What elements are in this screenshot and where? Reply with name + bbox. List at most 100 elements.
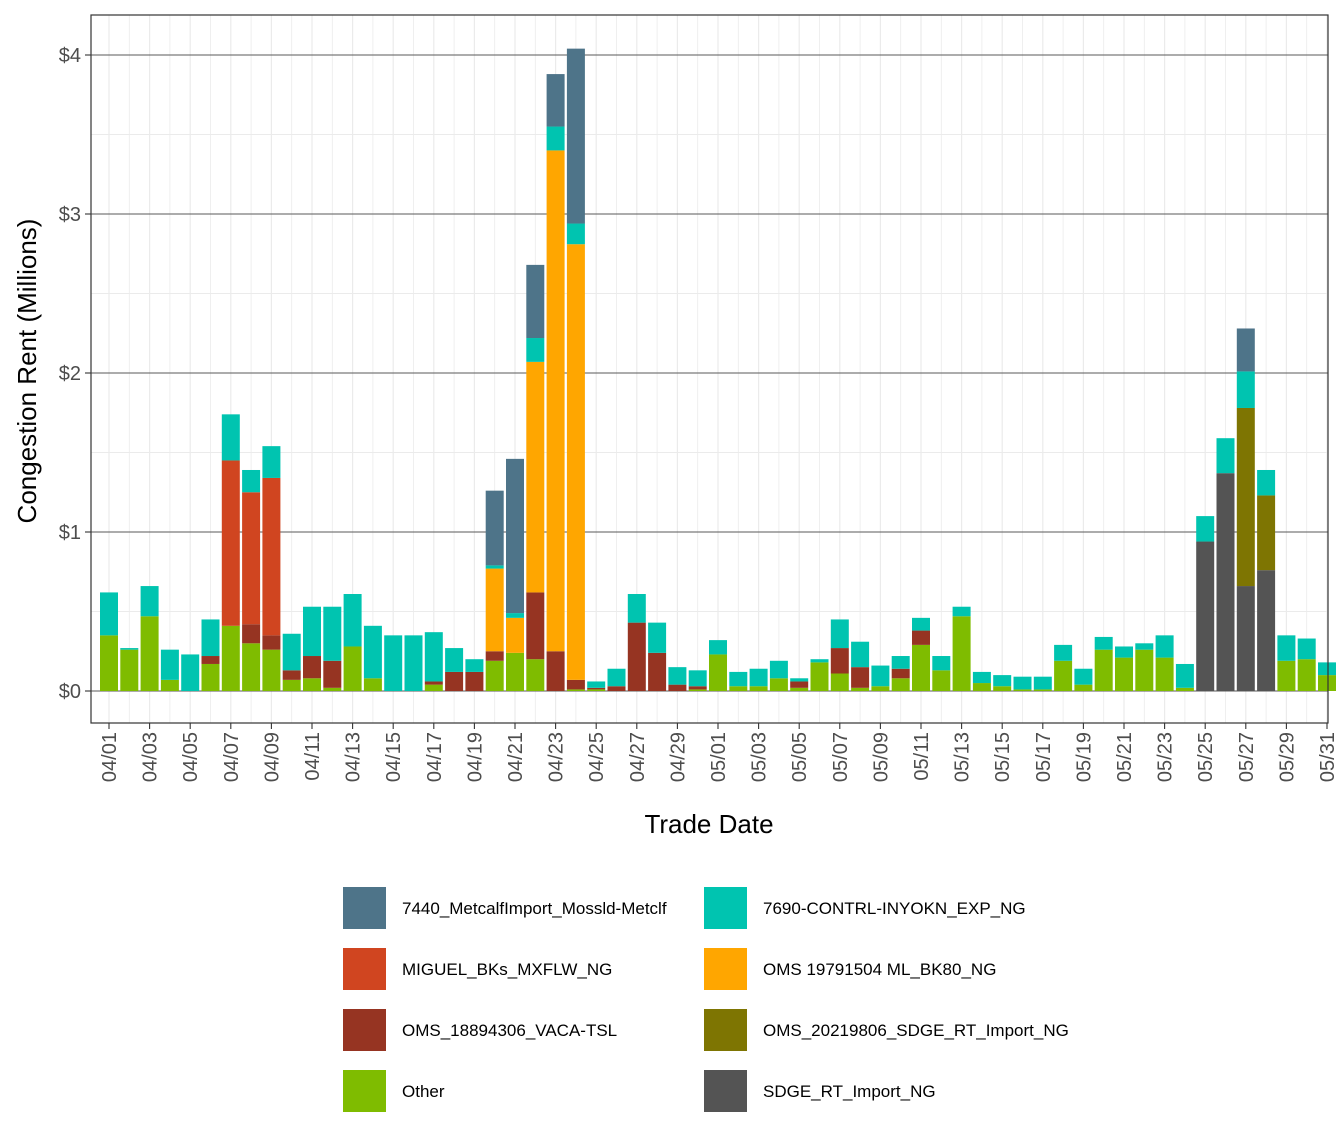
bar-segment bbox=[709, 654, 727, 691]
gridlines bbox=[91, 15, 1328, 723]
bar-segment bbox=[1318, 675, 1336, 691]
bar-segment bbox=[201, 619, 220, 657]
x-tick-label: 05/17 bbox=[1033, 732, 1055, 782]
bar-segment bbox=[790, 678, 809, 682]
bar-segment bbox=[445, 648, 464, 672]
bar-segment bbox=[1297, 659, 1316, 691]
bar-segment bbox=[566, 689, 585, 691]
bar-segment bbox=[891, 668, 910, 679]
bar-segment bbox=[100, 592, 118, 636]
bar-segment bbox=[1094, 649, 1113, 691]
bar-segment bbox=[566, 48, 585, 224]
legend-swatch bbox=[704, 1009, 747, 1051]
legend-label: MIGUEL_BKs_MXFLW_NG bbox=[402, 960, 612, 979]
legend: 7440_MetcalfImport_Mossld-Metclf 7690-CON… bbox=[343, 887, 1069, 1112]
bar-segment bbox=[566, 223, 585, 245]
bar-segment bbox=[1135, 643, 1154, 650]
bar-segment bbox=[871, 665, 890, 687]
x-tick-label: 05/27 bbox=[1236, 732, 1258, 782]
bar-segment bbox=[526, 361, 545, 593]
bar-segment bbox=[790, 681, 809, 688]
plot-panel-border bbox=[90, 14, 1329, 724]
bar-segment bbox=[526, 264, 545, 339]
bar-segment bbox=[1277, 660, 1296, 691]
bar-segment bbox=[769, 660, 788, 679]
bar-segment bbox=[932, 670, 951, 691]
bar-segment bbox=[506, 652, 524, 691]
bar-segment bbox=[526, 592, 545, 660]
bar-segment bbox=[323, 606, 342, 661]
bar-segment bbox=[1257, 570, 1276, 691]
y-axis: $0 $1 $2 $3 $4 bbox=[59, 45, 91, 703]
bar-segment bbox=[485, 660, 504, 691]
bar-segment bbox=[972, 683, 991, 691]
bar-segment bbox=[952, 616, 971, 691]
bar-segment bbox=[262, 649, 281, 691]
bar-segment bbox=[303, 656, 321, 679]
bar-segment bbox=[485, 490, 504, 566]
bar-segment bbox=[363, 678, 382, 691]
bar-segment bbox=[587, 689, 606, 691]
x-tick-label: 05/09 bbox=[870, 732, 892, 782]
bar-segment bbox=[1054, 660, 1073, 691]
bar-segment bbox=[566, 244, 585, 680]
bar-segment bbox=[607, 668, 626, 687]
bar-segment bbox=[627, 594, 646, 623]
bar-segment bbox=[140, 616, 159, 691]
bar-segment bbox=[546, 651, 565, 691]
bar-segment bbox=[1175, 663, 1194, 688]
bar-segment bbox=[972, 671, 991, 684]
bar-segment bbox=[1297, 638, 1316, 660]
bar-segment bbox=[1257, 495, 1276, 571]
legend-label: 7440_MetcalfImport_Mossld-Metclf bbox=[402, 899, 667, 918]
bar-segment bbox=[1277, 635, 1296, 661]
legend-label: SDGE_RT_Import_NG bbox=[763, 1082, 936, 1101]
bar-segment bbox=[465, 671, 484, 691]
bar-segment bbox=[221, 414, 240, 461]
legend-swatch bbox=[343, 887, 386, 929]
y-tick-label: $2 bbox=[59, 363, 81, 385]
bars bbox=[100, 48, 1336, 691]
x-tick-label: 05/11 bbox=[911, 732, 933, 781]
x-tick-label: 04/01 bbox=[99, 732, 121, 782]
x-tick-label: 05/23 bbox=[1155, 732, 1177, 782]
bar-segment bbox=[1236, 586, 1255, 691]
bar-segment bbox=[1074, 684, 1093, 691]
bar-segment bbox=[851, 641, 870, 668]
x-tick-label: 04/17 bbox=[424, 732, 446, 782]
bar-segment bbox=[810, 662, 829, 691]
bar-segment bbox=[343, 594, 362, 647]
bar-segment bbox=[506, 617, 524, 653]
bar-segment bbox=[627, 622, 646, 691]
x-tick-label: 05/21 bbox=[1114, 732, 1136, 782]
x-tick-label: 04/05 bbox=[180, 732, 202, 782]
x-tick-label: 04/27 bbox=[627, 732, 649, 782]
y-tick-label: $1 bbox=[59, 522, 81, 544]
bar-segment bbox=[891, 678, 910, 691]
bar-segment bbox=[830, 673, 849, 691]
bar-segment bbox=[1257, 469, 1276, 496]
bar-segment bbox=[688, 670, 707, 687]
x-tick-label: 04/21 bbox=[505, 732, 527, 782]
bar-segment bbox=[912, 630, 930, 645]
bar-segment bbox=[1054, 644, 1073, 661]
bar-segment bbox=[546, 150, 565, 652]
bar-segment bbox=[526, 338, 545, 362]
bar-segment bbox=[242, 624, 261, 644]
bar-segment bbox=[506, 613, 524, 618]
bar-segment bbox=[749, 686, 768, 691]
bar-segment bbox=[1013, 689, 1032, 691]
bar-segment bbox=[485, 565, 504, 569]
x-tick-label: 04/09 bbox=[261, 732, 283, 782]
bar-segment bbox=[1033, 676, 1052, 690]
x-tick-label: 05/25 bbox=[1195, 732, 1217, 782]
bar-segment bbox=[445, 671, 464, 691]
bar-segment bbox=[140, 586, 159, 617]
bar-segment bbox=[303, 606, 321, 657]
bar-segment bbox=[648, 622, 667, 653]
bar-segment bbox=[282, 670, 301, 680]
bar-segment bbox=[1155, 657, 1174, 691]
bar-segment bbox=[363, 625, 382, 679]
